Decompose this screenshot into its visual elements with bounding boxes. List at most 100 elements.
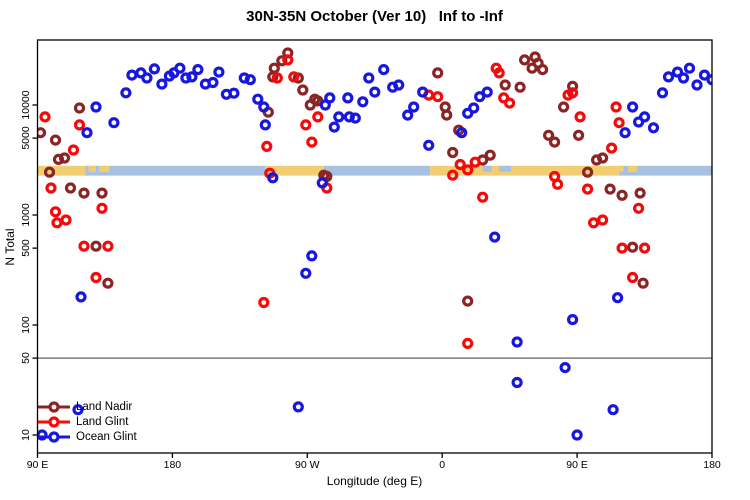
data-point	[52, 153, 65, 165]
data-point	[276, 55, 288, 67]
data-point	[306, 136, 318, 148]
data-point	[102, 277, 114, 289]
data-point	[43, 166, 56, 178]
data-point	[37, 127, 47, 139]
data-point	[120, 87, 132, 99]
data-point	[604, 183, 616, 195]
data-point	[64, 182, 77, 194]
data-point	[698, 69, 711, 81]
legend: Land Nadir Land Glint Ocean Glint	[38, 400, 137, 444]
map-band-patch-land	[628, 165, 638, 172]
data-point	[378, 63, 390, 76]
data-point	[656, 87, 669, 99]
x-tick-label: 90 E	[566, 459, 588, 471]
data-point	[677, 72, 690, 84]
data-point	[596, 214, 609, 226]
data-point	[186, 71, 198, 83]
data-point	[647, 122, 660, 134]
data-point	[607, 404, 619, 416]
y-tick-label: 5000	[20, 126, 32, 150]
data-point	[207, 76, 219, 89]
data-point	[73, 102, 86, 114]
data-point	[81, 127, 93, 139]
data-point	[288, 71, 300, 83]
data-point	[192, 63, 204, 76]
data-point	[300, 267, 312, 279]
data-point	[481, 86, 493, 98]
data-point	[261, 140, 273, 152]
chart-title: 30N-35N October (Ver 10) Inf to -Inf	[246, 8, 503, 25]
x-tick-label: 180	[163, 459, 182, 471]
data-point	[49, 206, 62, 218]
data-point	[511, 376, 523, 389]
x-tick-label: 90 E	[26, 459, 49, 471]
data-point	[423, 139, 435, 151]
data-point	[662, 71, 675, 83]
data-point	[454, 158, 466, 171]
plot-box	[36, 39, 713, 454]
data-point	[78, 240, 90, 252]
data-point	[96, 202, 108, 214]
data-point	[634, 187, 646, 199]
data-point	[402, 109, 414, 121]
data-point	[324, 92, 336, 104]
data-point	[108, 117, 120, 129]
data-point	[706, 74, 712, 86]
data-point	[342, 92, 354, 104]
data-point	[581, 183, 594, 195]
x-tick-label: 0	[439, 459, 446, 471]
data-point	[432, 67, 444, 79]
data-point	[357, 96, 369, 108]
data-point	[566, 87, 579, 99]
data-point	[638, 242, 651, 254]
data-point	[408, 101, 420, 113]
data-point	[691, 79, 703, 91]
data-point	[456, 127, 468, 139]
data-point	[511, 336, 523, 348]
data-point	[259, 119, 271, 131]
data-point	[447, 146, 459, 159]
data-point	[605, 142, 618, 154]
data-point	[292, 401, 304, 413]
data-point	[72, 404, 84, 416]
data-point	[90, 240, 102, 252]
data-point	[489, 231, 501, 243]
data-point	[462, 295, 474, 307]
y-tick-label: 50	[20, 352, 32, 364]
data-point	[447, 169, 459, 181]
data-point	[596, 152, 609, 164]
data-point	[51, 217, 63, 229]
data-point	[96, 187, 108, 199]
data-point	[469, 156, 481, 168]
data-point	[244, 74, 256, 86]
data-point	[557, 101, 570, 113]
data-point	[474, 91, 486, 103]
legend-marker-icon	[38, 431, 70, 443]
legend-item: Land Glint	[38, 415, 137, 429]
data-point	[611, 292, 624, 304]
data-point	[683, 62, 696, 74]
legend-item-label: Land Nadir	[76, 401, 133, 413]
data-point	[638, 111, 651, 123]
data-point	[369, 86, 381, 98]
data-point	[393, 79, 405, 91]
data-point	[312, 111, 324, 123]
data-point	[572, 129, 585, 141]
data-point	[571, 429, 583, 441]
data-point	[613, 117, 625, 129]
map-band-segment-land	[37, 165, 86, 176]
map-band-segment-ocean	[323, 165, 431, 176]
data-point	[616, 242, 628, 254]
data-point	[126, 69, 138, 81]
map-band-patch-ocean	[499, 165, 512, 172]
data-point	[637, 277, 649, 289]
data-point	[73, 119, 86, 131]
data-point	[566, 314, 579, 326]
data-point	[141, 72, 153, 84]
data-point	[349, 112, 361, 124]
data-point	[252, 93, 264, 105]
data-point	[343, 111, 355, 123]
data-point	[90, 101, 102, 113]
data-point	[174, 62, 186, 74]
